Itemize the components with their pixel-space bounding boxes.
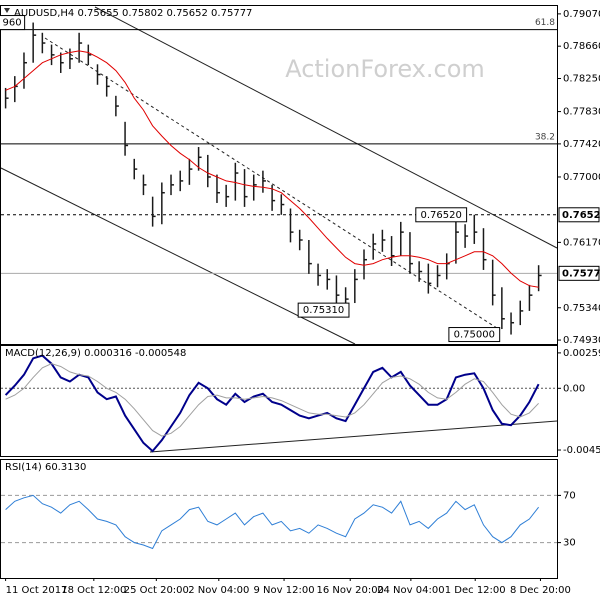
y-tick-label: 0.00 [563,383,585,394]
x-tick-label: 18 Oct 12:00 [61,585,126,596]
price-box [558,207,600,223]
x-tick-label: 8 Dec 20:00 [510,585,571,596]
annotation-box [415,207,468,223]
y-tick-label: -0.004522 [563,445,600,456]
panel: 0.002595 0.00 -0.004522 MACD(12,26,9) 0.000… [0,345,600,457]
x-tick-label: 11 Oct 2017 [6,585,68,596]
x-tick-label: 16 Nov 20:00 [317,585,384,596]
fib-label: 38.2 [535,132,555,142]
x-tick-label: 9 Nov 12:00 [254,585,315,596]
plot-area [1,354,557,453]
fib-label: 61.8 [535,18,555,28]
panel-title: MACD(12,26,9) 0.000316 -0.000548 [5,348,186,359]
panel-title: AUDUSD,H4 0.75655 0.75802 0.75652 0.7577… [14,8,252,19]
price-box [558,265,600,281]
annotation-box [0,15,26,31]
annotation-box [297,302,350,318]
x-tick-label: 25 Oct 20:00 [124,585,189,596]
annotation-label: 0.75000 [454,330,495,341]
current-price-label: 0.75777 [562,268,600,279]
panel-title: RSI(14) 60.3130 [5,462,86,473]
channel-upper [94,6,558,249]
plot-area [1,494,557,550]
menu-triangle [4,8,10,13]
panel-frame [0,5,558,345]
series-line [4,354,540,453]
y-tick-label: 30 [563,538,576,549]
panel-frame [0,459,558,579]
moving-average [5,50,539,288]
x-tick-label: 24 Nov 04:00 [377,585,444,596]
series-line [5,363,539,437]
channel-lower [0,167,356,345]
y-tick-label: 70 [563,490,576,501]
x-tick-label: 1 Dec 12:00 [445,585,506,596]
annotation-label: 0.76520 [421,210,462,221]
macd-trendline [149,420,558,453]
x-tick-label: 2 Nov 04:00 [188,585,249,596]
y-tick-label: 0.002595 [563,348,600,359]
watermark: ActionForex.com [285,55,485,83]
annotation-box [448,327,501,343]
trend-dashed [44,37,501,331]
price-box-label: 0.76520 [562,210,600,221]
series-line [5,494,539,550]
annotation-label: 960 [2,18,21,29]
annotation-label: 0.75310 [303,305,344,316]
panel-frame [0,345,558,457]
plot-area: ActionForex.com 61.8 38.2 [1,18,557,335]
